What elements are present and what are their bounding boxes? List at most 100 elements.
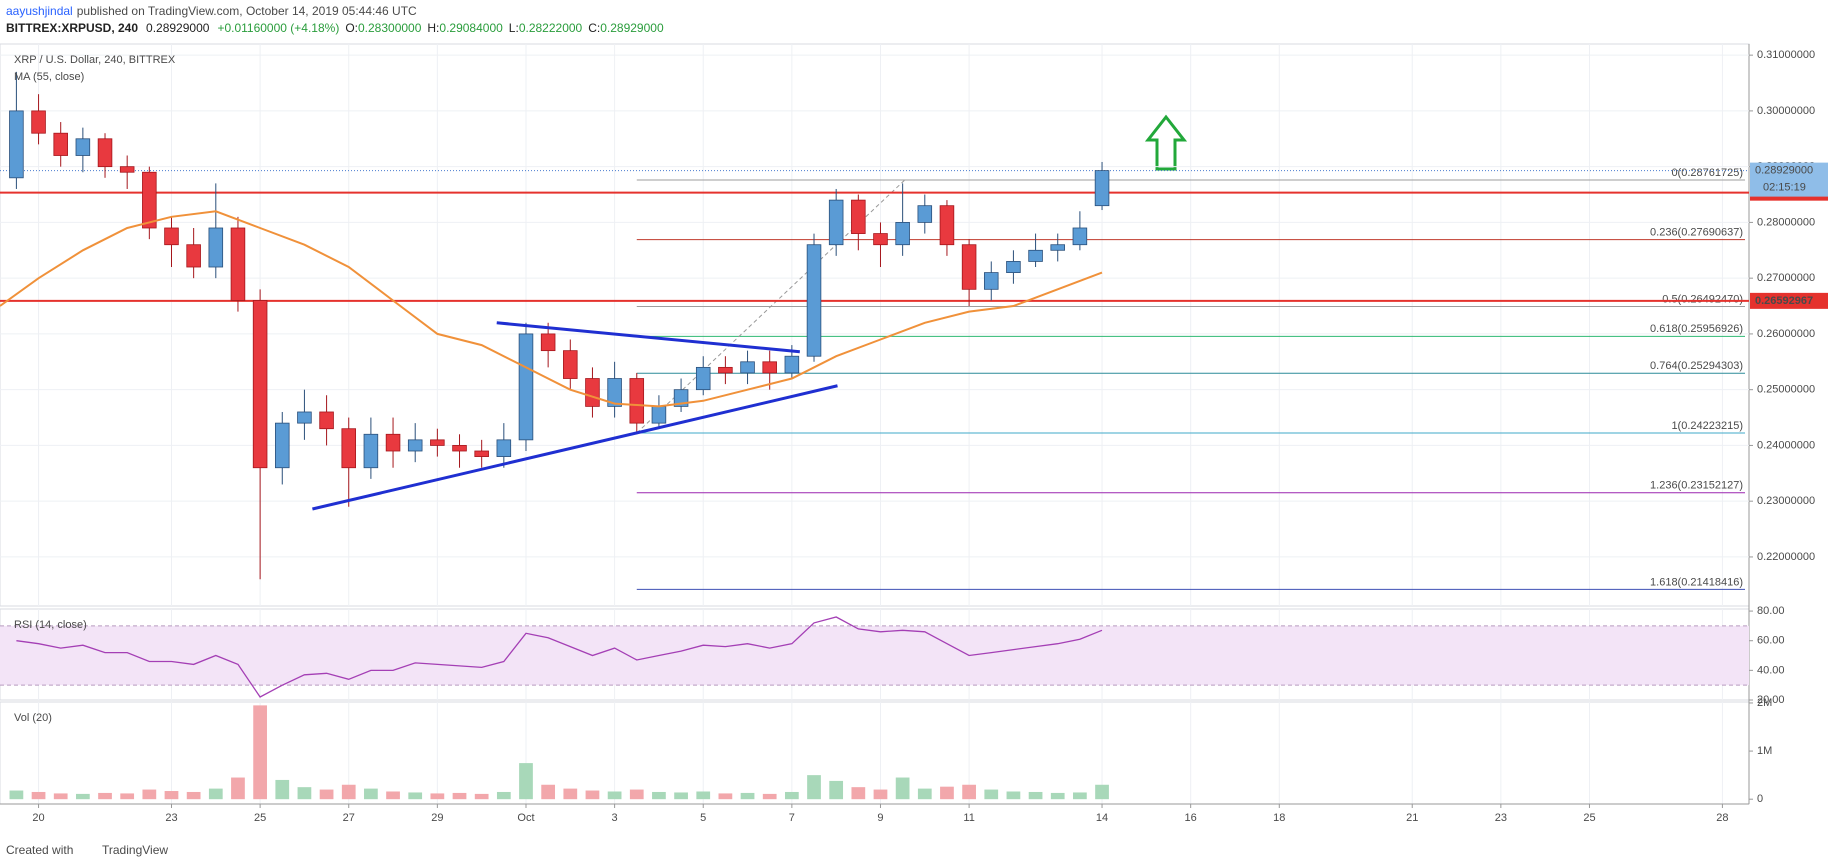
candle-body	[363, 433, 379, 469]
candle-body	[806, 244, 822, 357]
x-tick-label: 18	[1273, 812, 1285, 824]
candle-body	[828, 199, 844, 246]
volume-bar	[1095, 784, 1109, 800]
candle-body	[31, 110, 46, 134]
volume-bar	[829, 780, 844, 800]
candle-body	[961, 244, 977, 290]
x-tick-label: 29	[431, 812, 443, 824]
y-tick-label: 0.27000000	[1757, 272, 1815, 284]
volume-bar	[807, 775, 821, 800]
fib-label: 0.5(0.26492470)	[1662, 293, 1743, 305]
volume-bar	[895, 777, 910, 800]
volume-bar	[186, 791, 201, 800]
candle-body	[895, 222, 910, 246]
candle-body	[208, 227, 224, 268]
candle-body	[474, 450, 489, 457]
chart-title: XRP / U.S. Dollar, 240, BITTREX	[14, 54, 176, 66]
y-tick-label: 0.31000000	[1757, 49, 1815, 61]
x-tick-label: 14	[1096, 812, 1108, 824]
rsi-band	[0, 625, 1749, 686]
volume-bar	[984, 789, 999, 800]
candle-body	[119, 166, 135, 173]
candle-body	[385, 433, 401, 452]
volume-bar	[519, 763, 533, 800]
volume-bar	[629, 789, 644, 800]
candle-body	[407, 439, 423, 452]
footer-brand: TradingView	[102, 843, 168, 857]
candle-body	[1006, 261, 1021, 273]
x-tick-label: 20	[32, 812, 44, 824]
candle-body	[740, 361, 755, 374]
candle-body	[53, 132, 68, 156]
volume-bar	[142, 789, 157, 800]
x-tick-label: 25	[254, 812, 266, 824]
candle-body	[917, 205, 933, 223]
candle-body	[1028, 249, 1043, 262]
candle-body	[651, 406, 667, 424]
volume-bar	[208, 788, 223, 800]
price-tag	[1750, 292, 1828, 309]
author: aayushjindal	[6, 4, 73, 18]
volume-bar	[784, 791, 799, 800]
volume-bar	[75, 793, 90, 800]
candle-body	[1094, 170, 1110, 207]
x-tick-label: 3	[612, 812, 618, 824]
candle-body	[983, 272, 999, 290]
candle-body	[319, 411, 334, 430]
volume-bar	[430, 793, 445, 800]
volume-bar	[917, 788, 932, 800]
candle-body	[540, 333, 556, 352]
volume-bar	[607, 791, 622, 800]
volume-bar	[164, 791, 179, 800]
footer-text: Created with	[6, 843, 73, 857]
rsi-tick-label: 80.00	[1757, 605, 1785, 617]
candle-body	[97, 138, 113, 168]
fib-label: 0(0.28761725)	[1671, 167, 1743, 179]
candle-body	[496, 439, 512, 457]
candle-body	[9, 110, 24, 179]
x-tick-label: 9	[877, 812, 883, 824]
y-tick-label: 0.24000000	[1757, 439, 1815, 451]
volume-bar	[652, 791, 666, 800]
candle-body	[142, 171, 157, 229]
fib-label: 1.618(0.21418416)	[1650, 576, 1743, 588]
candle-body	[851, 199, 866, 234]
candle-body	[607, 378, 622, 407]
volume-bar	[364, 788, 378, 800]
volume-bar	[585, 790, 600, 800]
volume-bar	[341, 784, 356, 800]
volume-bar	[740, 792, 755, 800]
candle-body	[695, 366, 711, 391]
volume-bar	[1028, 791, 1043, 800]
ohlc-key: O:	[345, 21, 358, 35]
y-tick-label: 0.23000000	[1757, 495, 1815, 507]
volume-bar	[120, 793, 135, 800]
volume-bar	[386, 791, 400, 800]
volume-bar	[563, 788, 578, 800]
volume-bar	[674, 792, 688, 800]
ohlc-value: 0.28222000	[519, 21, 583, 35]
volume-bar	[98, 792, 112, 800]
volume-bar	[275, 779, 290, 800]
x-tick-label: 23	[1495, 812, 1507, 824]
volume-bar	[496, 791, 511, 800]
volume-legend: Vol (20)	[14, 712, 52, 724]
y-tick-label: 0.22000000	[1757, 551, 1815, 563]
volume-bar	[253, 705, 267, 800]
candle-body	[629, 378, 645, 424]
price-tag-label: 0.26592967	[1755, 295, 1813, 307]
x-tick-label: 7	[789, 812, 795, 824]
volume-bar	[940, 786, 954, 800]
fib-trend	[636, 179, 906, 434]
volume-bar	[297, 787, 312, 800]
up-arrow	[1144, 114, 1188, 171]
rsi-tick-label: 40.00	[1757, 664, 1785, 676]
header-line: aayushjindal published on TradingView.com…	[6, 4, 417, 18]
x-tick-label: 27	[343, 812, 355, 824]
ohlc-key: C:	[588, 21, 600, 35]
candle-body	[164, 227, 179, 246]
x-tick-label: 11	[963, 812, 974, 824]
candle-body	[939, 205, 955, 246]
